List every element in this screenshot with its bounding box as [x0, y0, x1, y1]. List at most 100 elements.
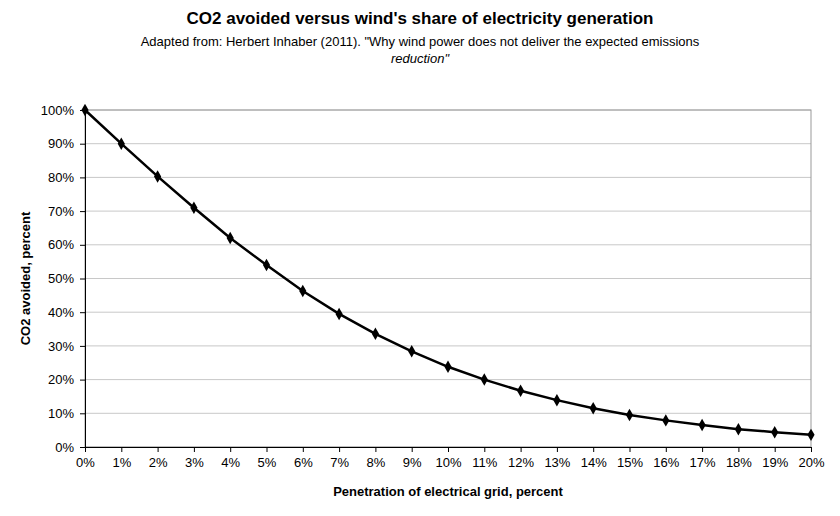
marker [481, 373, 488, 385]
tick: 12% [508, 447, 534, 470]
tick-label: 14% [581, 455, 607, 470]
title: CO2 avoided versus wind's share of elect… [187, 9, 654, 28]
tick-label: 9% [403, 455, 422, 470]
tick-mark [702, 447, 703, 452]
tick: 70% [48, 204, 85, 219]
tick-label: 2% [149, 455, 168, 470]
tick-label: 6% [294, 455, 313, 470]
tick-mark [80, 279, 85, 280]
marker [590, 402, 597, 414]
tick-mark [80, 447, 85, 448]
tick-label: 90% [48, 136, 74, 151]
tick: 15% [617, 447, 643, 470]
marker [408, 345, 415, 357]
marker [517, 384, 524, 396]
tick: 0% [76, 447, 95, 470]
tick-label: 16% [653, 455, 679, 470]
tick: 8% [367, 447, 386, 470]
tick-mark [80, 413, 85, 414]
tick-label: 17% [690, 455, 716, 470]
tick-mark [630, 447, 631, 452]
line [85, 110, 811, 435]
marker [335, 308, 342, 320]
tick-mark [80, 144, 85, 145]
tick-label: 5% [258, 455, 277, 470]
tick-mark [811, 447, 812, 452]
marker [190, 201, 197, 213]
plot-frame [85, 110, 811, 447]
tick-mark [80, 380, 85, 381]
grid-line [85, 345, 811, 346]
tick-mark [557, 447, 558, 452]
x-axis-title: Penetration of electrical grid, percent [333, 484, 563, 499]
x-axis: 0%1%2%3%4%5%6%7%8%9%10%11%12%13%14%15%16… [76, 447, 825, 470]
tick: 4% [221, 447, 240, 470]
tick: 20% [48, 372, 85, 387]
tick-mark [80, 245, 85, 246]
grid-line [85, 143, 811, 144]
tick-mark [80, 211, 85, 212]
subtitle: reduction" [391, 51, 450, 66]
grid [85, 110, 811, 447]
series [81, 104, 814, 441]
tick: 17% [690, 447, 716, 470]
tick: 3% [185, 447, 204, 470]
tick-mark [412, 447, 413, 452]
subtitle: Adapted from: Herbert Inhaber (2011). "W… [141, 34, 700, 49]
tick-mark [738, 447, 739, 452]
tick: 1% [112, 447, 131, 470]
y-axis-title: CO2 avoided, percent [18, 211, 33, 345]
tick: 50% [48, 271, 85, 286]
tick-mark [375, 447, 376, 452]
marker [662, 414, 669, 426]
marker [299, 285, 306, 297]
tick: 13% [544, 447, 570, 470]
tick-label: 30% [48, 339, 74, 354]
tick-label: 7% [330, 455, 349, 470]
tick: 2% [149, 447, 168, 470]
tick-label: 3% [185, 455, 204, 470]
tick-label: 20% [798, 455, 824, 470]
marker [698, 419, 705, 431]
tick: 16% [653, 447, 679, 470]
tick-label: 11% [472, 455, 497, 470]
tick: 14% [581, 447, 607, 470]
marker [807, 429, 814, 441]
tick-label: 18% [726, 455, 752, 470]
tick-label: 80% [48, 170, 74, 185]
tick-mark [521, 447, 522, 452]
tick: 60% [48, 237, 85, 252]
tick-mark [158, 447, 159, 452]
marker [771, 426, 778, 438]
tick-label: 70% [48, 204, 74, 219]
tick-label: 8% [367, 455, 386, 470]
tick: 100% [41, 103, 85, 118]
tick-mark [194, 447, 195, 452]
tick: 30% [48, 339, 85, 354]
grid-line [85, 278, 811, 279]
tick-label: 4% [221, 455, 240, 470]
tick: 5% [258, 447, 277, 470]
tick-mark [448, 447, 449, 452]
tick: 7% [330, 447, 349, 470]
tick-mark [80, 177, 85, 178]
tick: 18% [726, 447, 752, 470]
tick-mark [339, 447, 340, 452]
tick-label: 60% [48, 237, 74, 252]
tick-label: 20% [48, 372, 74, 387]
background [0, 0, 840, 516]
tick-mark [80, 346, 85, 347]
tick-mark [303, 447, 304, 452]
grid-line [85, 312, 811, 313]
tick-label: 12% [508, 455, 534, 470]
marker [81, 104, 88, 116]
tick: 80% [48, 170, 85, 185]
grid-line [85, 379, 811, 380]
tick: 9% [403, 447, 422, 470]
tick-mark [121, 447, 122, 452]
marker [553, 394, 560, 406]
plot: 0%1%2%3%4%5%6%7%8%9%10%11%12%13%14%15%16… [41, 103, 825, 471]
tick-mark [666, 447, 667, 452]
marker [118, 137, 125, 149]
tick-label: 50% [48, 271, 74, 286]
